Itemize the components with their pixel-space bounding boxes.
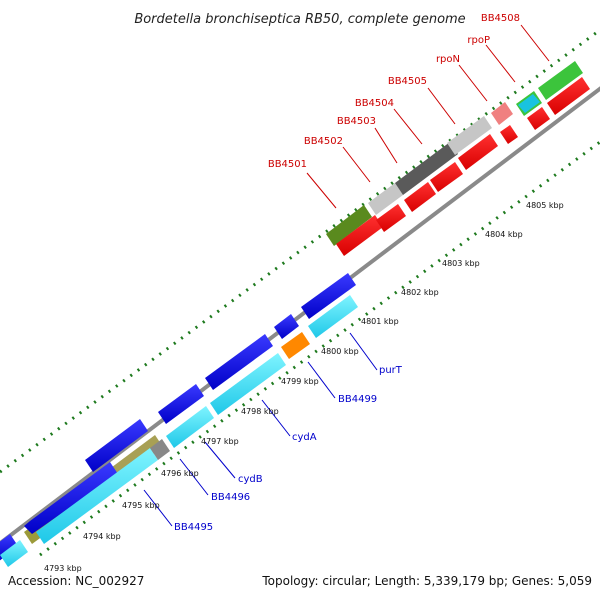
label-bb4508[interactable]: BB4508 xyxy=(481,13,520,24)
scale-label: 4805 kbp xyxy=(526,201,564,210)
gene-arrow[interactable] xyxy=(308,295,358,338)
label-bb4499[interactable]: BB4499 xyxy=(338,394,377,405)
scale-label: 4800 kbp xyxy=(321,347,359,356)
gene-arrow[interactable] xyxy=(538,61,583,100)
scale-label: 4794 kbp xyxy=(83,532,121,541)
label-rpon[interactable]: rpoN xyxy=(436,54,460,65)
gene-arrow[interactable] xyxy=(491,102,513,125)
scale-label: 4798 kbp xyxy=(241,407,279,416)
gene-arrow[interactable] xyxy=(336,215,383,256)
accession-text: Accession: NC_002927 xyxy=(8,574,144,588)
bottom-labels: BB4495 BB4496 cydB cydA BB4499 purT xyxy=(143,332,403,533)
top-labels: BB4501 BB4502 BB4503 BB4504 BB4505 rpoN … xyxy=(268,13,550,209)
genome-summary-text: Topology: circular; Length: 5,339,179 bp… xyxy=(261,574,592,588)
label-rpop[interactable]: rpoP xyxy=(467,35,490,46)
gene-arrow[interactable] xyxy=(447,116,492,155)
gene-arrow[interactable] xyxy=(458,134,498,170)
gene-arrow[interactable] xyxy=(210,353,286,415)
label-cyda[interactable]: cydA xyxy=(292,432,317,443)
scale-label: 4802 kbp xyxy=(401,288,439,297)
scale-label: 4799 kbp xyxy=(281,377,319,386)
gene-arrow[interactable] xyxy=(166,406,214,448)
label-bb4503[interactable]: BB4503 xyxy=(337,116,376,127)
lower-tick-track xyxy=(39,140,600,557)
gene-arrow[interactable] xyxy=(85,419,148,472)
gene-arrow[interactable] xyxy=(547,77,590,115)
label-cydb[interactable]: cydB xyxy=(238,474,263,485)
scale-label: 4795 kbp xyxy=(122,501,160,510)
scale-label: 4797 kbp xyxy=(201,437,239,446)
gene-arrow[interactable] xyxy=(281,332,310,359)
gene-arrow[interactable] xyxy=(368,183,403,215)
gene-arrow[interactable] xyxy=(518,94,540,113)
gene-arrow[interactable] xyxy=(301,273,356,319)
gene-arrow[interactable] xyxy=(0,540,28,567)
gene-arrow[interactable] xyxy=(430,162,463,192)
gene-arrow[interactable] xyxy=(404,182,436,212)
scale-labels: 4793 kbp 4794 kbp 4795 kbp 4796 kbp 4797… xyxy=(44,201,564,573)
label-purt[interactable]: purT xyxy=(379,365,403,376)
scale-label: 4803 kbp xyxy=(442,259,480,268)
genome-backbone xyxy=(0,86,600,546)
label-bb4504[interactable]: BB4504 xyxy=(355,98,394,109)
gene-arrow[interactable] xyxy=(24,462,118,534)
gene-arrow[interactable] xyxy=(205,334,273,390)
gene-arrow[interactable] xyxy=(158,384,204,424)
gene-arrow[interactable] xyxy=(326,205,372,246)
label-bb4495[interactable]: BB4495 xyxy=(174,522,213,533)
gene-arrow[interactable] xyxy=(274,314,299,339)
upper-strand-genes-right xyxy=(326,61,583,246)
scale-label: 4804 kbp xyxy=(485,230,523,239)
label-bb4501[interactable]: BB4501 xyxy=(268,159,307,170)
gene-arrow[interactable] xyxy=(500,125,518,144)
gene-arrow[interactable] xyxy=(36,448,158,544)
gene-arrow[interactable] xyxy=(527,107,550,130)
label-bb4505[interactable]: BB4505 xyxy=(388,76,427,87)
scale-label: 4793 kbp xyxy=(44,564,82,573)
label-bb4502[interactable]: BB4502 xyxy=(304,136,343,147)
scale-label: 4801 kbp xyxy=(361,317,399,326)
lower-strand-genes-left xyxy=(0,295,358,567)
gene-arrow[interactable] xyxy=(395,142,458,195)
gene-arrow[interactable] xyxy=(376,204,406,232)
label-bb4496[interactable]: BB4496 xyxy=(211,492,250,503)
gene-arrow[interactable] xyxy=(150,439,170,460)
upper-tick-track xyxy=(0,28,600,474)
map-title: Bordetella bronchiseptica RB50, complete… xyxy=(134,12,465,27)
scale-label: 4796 kbp xyxy=(161,469,199,478)
lower-strand-genes-right xyxy=(336,77,590,256)
